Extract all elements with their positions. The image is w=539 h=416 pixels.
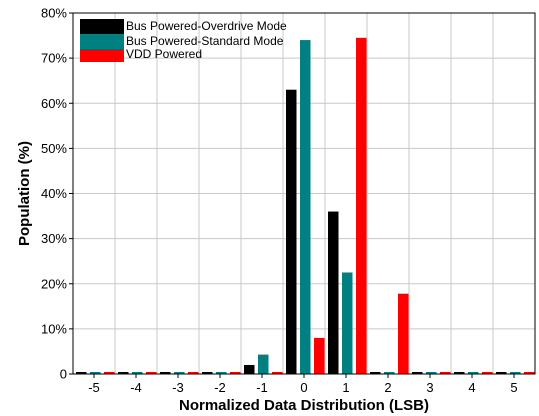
bar-series2--4 (146, 372, 157, 374)
bar-series1-1 (342, 272, 353, 374)
legend-label-standard: Bus Powered-Standard Mode (126, 34, 284, 48)
bar-series0--5 (76, 372, 87, 374)
bars (76, 37, 535, 375)
legend: Bus Powered-Overdrive Mode Bus Powered-S… (80, 19, 287, 62)
y-tick-label-2: 20% (41, 276, 67, 291)
bar-series1-4 (468, 372, 479, 374)
legend-swatch-vdd (80, 49, 124, 62)
x-tick-label-0: -5 (88, 380, 100, 395)
y-tick-label-6: 60% (41, 96, 67, 111)
bar-series1--5 (90, 372, 101, 374)
y-tick-label-5: 50% (41, 141, 67, 156)
bar-series2--1 (272, 372, 283, 374)
bar-series2-1 (356, 37, 367, 374)
legend-label-overdrive: Bus Powered-Overdrive Mode (126, 19, 287, 33)
y-tick-label-0: 0 (60, 367, 67, 382)
bar-series1-0 (300, 40, 311, 374)
y-tick-label-8: 80% (41, 6, 67, 21)
legend-swatch-overdrive (80, 19, 124, 34)
bar-series2-0 (314, 337, 325, 374)
x-tick-label-6: 1 (342, 380, 349, 395)
x-tick-label-7: 2 (384, 380, 391, 395)
bar-series2--3 (188, 372, 199, 374)
bar-series1-2 (384, 372, 395, 374)
bar-series0-3 (412, 372, 423, 374)
y-tick-label-1: 10% (41, 321, 67, 336)
x-tick-label-4: -1 (256, 380, 268, 395)
x-tick-label-10: 5 (510, 380, 517, 395)
y-axis-title: Population (%) (16, 141, 33, 246)
bar-series0-0 (286, 89, 297, 375)
bar-series0--4 (118, 372, 129, 374)
bar-series2-4 (482, 372, 493, 374)
x-tick-label-9: 4 (468, 380, 475, 395)
bar-series1--2 (216, 372, 227, 374)
bar-series0-5 (496, 372, 507, 374)
bar-series2-5 (524, 372, 535, 374)
bar-series0--1 (244, 364, 255, 374)
y-tick-label-3: 30% (41, 231, 67, 246)
y-tick-label-4: 40% (41, 186, 67, 201)
ticks: 0 10% 20% 30% 40% 50% 60% 70% 80% -5 -4 -3 -2 -1 0 1 2 3 4… (41, 6, 518, 396)
bar-series0--3 (160, 372, 171, 374)
x-tick-label-2: -3 (172, 380, 184, 395)
bar-series2--5 (104, 372, 115, 374)
bar-series1--4 (132, 372, 143, 374)
x-tick-label-1: -4 (130, 380, 142, 395)
x-axis-title: Normalized Data Distribution (LSB) (179, 397, 429, 414)
bar-series1--1 (258, 354, 269, 374)
legend-swatch-standard (80, 34, 124, 49)
bar-series2--2 (230, 372, 241, 374)
bar-series2-3 (440, 372, 451, 374)
x-tick-label-8: 3 (426, 380, 433, 395)
x-tick-label-5: 0 (300, 380, 307, 395)
bar-series1-5 (510, 372, 521, 374)
legend-label-vdd: VDD Powered (126, 47, 202, 61)
bar-series2-2 (398, 293, 409, 374)
x-tick-label-3: -2 (214, 380, 226, 395)
bar-series1--3 (174, 372, 185, 374)
bar-series1-3 (426, 372, 437, 374)
bar-series0-4 (454, 372, 465, 374)
bar-series0--2 (202, 372, 213, 374)
bar-series0-2 (370, 372, 381, 374)
bar-series0-1 (328, 211, 339, 374)
y-tick-label-7: 70% (41, 51, 67, 66)
